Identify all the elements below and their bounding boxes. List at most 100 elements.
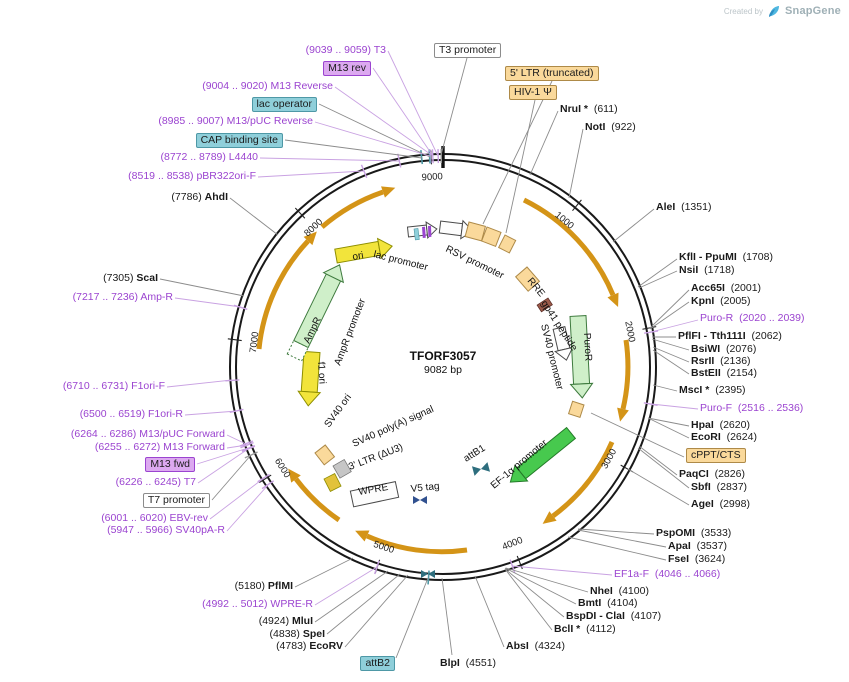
hiv1-psi-glyph[interactable] — [497, 234, 517, 254]
sv40-promoter-arrow[interactable] — [550, 326, 575, 362]
t3-label[interactable]: (9039 .. 9059) T3 — [306, 44, 386, 57]
rre-glyph[interactable] — [514, 266, 541, 292]
bspdi-clai-label[interactable]: BspDI - ClaI (4107) — [566, 610, 661, 623]
orf-arc-4[interactable] — [365, 533, 468, 555]
amp-r-label[interactable]: (7217 .. 7236) Amp-R — [73, 291, 173, 304]
orf-arc-6[interactable] — [256, 239, 310, 350]
sv40pa-r-label[interactable]: (5947 .. 5966) SV40pA-R — [107, 524, 225, 537]
gp41-glyph[interactable] — [536, 297, 553, 313]
bmti-leader-line — [504, 567, 577, 605]
feature-site-tick — [427, 570, 430, 585]
scai-label[interactable]: (7305) ScaI — [103, 272, 158, 285]
v5-tag-glyph[interactable] — [413, 496, 427, 504]
f1-ori-arrow[interactable] — [297, 350, 323, 407]
t7-promoter-box-label[interactable]: T7 promoter — [142, 493, 210, 508]
wpre-box-glyph[interactable] — [349, 481, 400, 508]
ampr-arrow[interactable] — [285, 260, 350, 362]
absi-label[interactable]: AbsI (4324) — [506, 640, 565, 653]
five-ltr-box-leader-line — [482, 80, 553, 225]
nrui-label[interactable]: NruI * (611) — [560, 103, 618, 116]
puror-arrow[interactable] — [567, 315, 594, 399]
ahdi-label[interactable]: (7786) AhdI — [171, 191, 228, 204]
ecori-leader-line — [647, 417, 690, 439]
noti-label[interactable]: NotI (922) — [585, 121, 636, 134]
attb1-glyph[interactable] — [471, 462, 491, 476]
sbfi-coord: (2837) — [710, 481, 748, 493]
m13-fwd-box-label[interactable]: M13 fwd — [145, 457, 195, 472]
paqci-label[interactable]: PaqCI (2826) — [679, 468, 745, 481]
ltr3-gold-glyph[interactable] — [323, 473, 342, 493]
blpi-label[interactable]: BlpI (4551) — [440, 657, 496, 670]
nhei-label[interactable]: NheI (4100) — [590, 585, 649, 598]
pflmi-label[interactable]: (5180) PflMI — [235, 580, 293, 593]
cppt-cts-glyph[interactable] — [567, 400, 585, 418]
puro-r-label[interactable]: Puro-R (2020 .. 2039) — [700, 312, 804, 325]
attb2-box-label[interactable]: attB2 — [360, 656, 395, 671]
orf-arc-3[interactable] — [551, 440, 615, 519]
agei-leader-line — [627, 468, 690, 506]
m13-rev-box-label[interactable]: M13 rev — [323, 61, 371, 76]
sbfi-label[interactable]: SbfI (2837) — [691, 481, 747, 494]
agei-label[interactable]: AgeI (2998) — [691, 498, 750, 511]
amp-r-coord: (7217 .. 7236) — [72, 291, 141, 303]
t3-promoter-box-label[interactable]: T3 promoter — [434, 43, 502, 58]
f1ori-r-label[interactable]: (6500 .. 6519) F1ori-R — [80, 408, 183, 421]
f1ori-r-leader-line — [184, 410, 238, 416]
sv40-polya-glyph[interactable] — [314, 444, 336, 466]
spei-label[interactable]: (4838) SpeI — [270, 628, 325, 641]
m13-fwd-box-leader-line — [196, 447, 249, 465]
ef1a-f-label[interactable]: EF1a-F (4046 .. 4066) — [614, 568, 720, 581]
kpni-label[interactable]: KpnI (2005) — [691, 295, 751, 308]
cppt-cts-box-label[interactable]: cPPT/CTS — [686, 448, 746, 463]
m13-puc-forward-label[interactable]: (6264 .. 6286) M13/pUC Forward — [71, 428, 225, 441]
hpai-label[interactable]: HpaI (2620) — [691, 419, 750, 432]
bsteii-label[interactable]: BstEII (2154) — [691, 367, 757, 380]
f1ori-f-label[interactable]: (6710 .. 6731) F1ori-F — [63, 380, 165, 393]
t7-label[interactable]: (6226 .. 6245) T7 — [116, 476, 196, 489]
five-ltr-segment-2[interactable] — [480, 226, 502, 248]
hiv1-psi-box-label[interactable]: HIV-1 Ψ — [509, 85, 557, 100]
lac-operator-box-label[interactable]: lac operator — [251, 97, 317, 112]
orf-arc-2[interactable] — [620, 339, 631, 410]
nsii-label[interactable]: NsiI (1718) — [679, 264, 734, 277]
m13-reverse-label[interactable]: (9004 .. 9020) M13 Reverse — [202, 80, 333, 93]
t3-promoter-box-leader-line — [440, 57, 468, 156]
pbr322ori-f-label[interactable]: (8519 .. 8538) pBR322ori-F — [128, 170, 256, 183]
ori-label: ori — [352, 250, 365, 263]
wpre-r-label[interactable]: (4992 .. 5012) WPRE-R — [202, 598, 313, 611]
five-ltr-box-label[interactable]: 5' LTR (truncated) — [505, 66, 599, 81]
pflfi-tth111i-label[interactable]: PflFI - Tth111I (2062) — [678, 330, 782, 343]
acc65i-coord: (2001) — [724, 282, 762, 294]
apai-label[interactable]: ApaI (3537) — [668, 540, 727, 553]
cap-binding-site-box-label[interactable]: CAP binding site — [195, 133, 283, 148]
attb2-glyph[interactable] — [421, 570, 435, 578]
rsrii-label[interactable]: RsrII (2136) — [691, 355, 751, 368]
puro-f-label[interactable]: Puro-F (2516 .. 2536) — [700, 402, 803, 415]
ebv-rev-label[interactable]: (6001 .. 6020) EBV-rev — [101, 512, 208, 525]
ahdi-name: AhdI — [204, 191, 228, 203]
mlui-label[interactable]: (4924) MluI — [259, 615, 313, 628]
msci-label[interactable]: MscI * (2395) — [679, 384, 746, 397]
alei-label[interactable]: AleI (1351) — [656, 201, 711, 214]
bcli-label[interactable]: BclI * (4112) — [554, 623, 616, 636]
fsei-label[interactable]: FseI (3624) — [668, 553, 725, 566]
pspomi-label[interactable]: PspOMI (3533) — [656, 527, 731, 540]
ecori-label[interactable]: EcoRI (2624) — [691, 431, 757, 444]
orf-arc-7[interactable] — [320, 189, 384, 229]
bmti-label[interactable]: BmtI (4104) — [578, 597, 638, 610]
m13-puc-reverse-label[interactable]: (8985 .. 9007) M13/pUC Reverse — [158, 115, 313, 128]
five-ltr-segment-1[interactable] — [464, 221, 487, 242]
orf-arc-5[interactable] — [294, 477, 341, 523]
orf-arc-1[interactable] — [522, 197, 616, 296]
ef1a-promoter-arrow[interactable] — [504, 425, 577, 490]
m13-rev-box-name: M13 rev — [328, 62, 366, 74]
feature-glyphs — [285, 219, 594, 578]
ori-arrow[interactable] — [334, 236, 394, 266]
acc65i-label[interactable]: Acc65I (2001) — [691, 282, 761, 295]
bsiwi-label[interactable]: BsiWI (2076) — [691, 343, 756, 356]
ecorv-label[interactable]: (4783) EcoRV — [276, 640, 343, 653]
l4440-label[interactable]: (8772 .. 8789) L4440 — [161, 151, 259, 164]
m13-forward-label[interactable]: (6255 .. 6272) M13 Forward — [95, 441, 225, 454]
kfli-ppumi-label[interactable]: KflI - PpuMI (1708) — [679, 251, 773, 264]
ltr3-gray-glyph[interactable] — [332, 458, 352, 479]
